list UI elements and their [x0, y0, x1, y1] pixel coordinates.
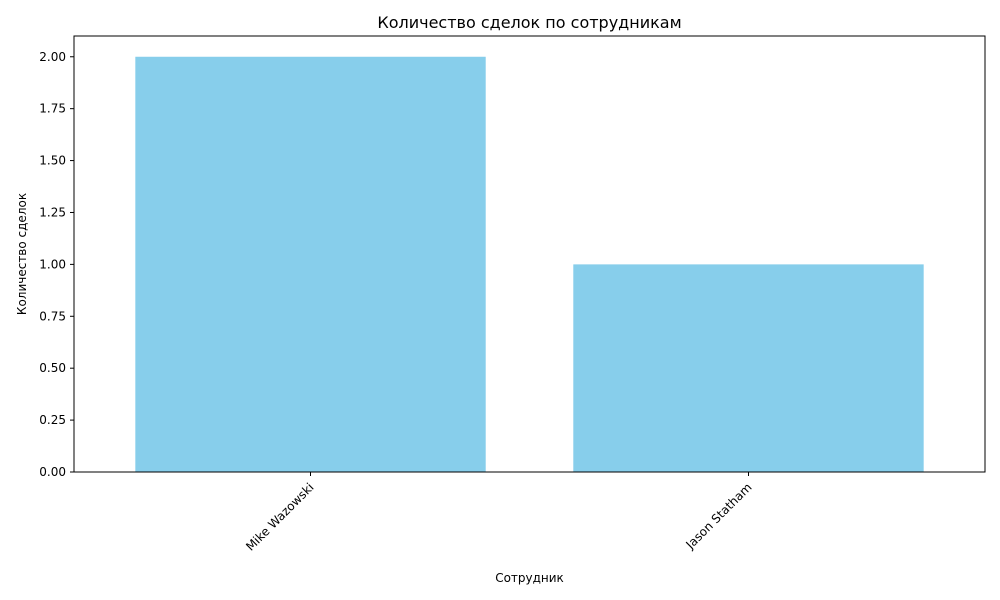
- y-tick-label: 0.75: [39, 309, 66, 323]
- chart-title: Количество сделок по сотрудникам: [377, 13, 681, 32]
- y-tick-label: 1.00: [39, 257, 66, 271]
- x-tick-label: Jason Statham: [683, 480, 755, 552]
- y-tick-label: 0.50: [39, 361, 66, 375]
- y-tick-label: 1.25: [39, 205, 66, 219]
- y-axis-ticks: 0.00 0.25 0.50 0.75 1.00 1.25 1.50 1.75 2.00: [39, 50, 74, 479]
- bar-jason-statham: [573, 264, 924, 472]
- y-tick-label: 0.25: [39, 413, 66, 427]
- bars-group: [135, 56, 924, 473]
- x-tick-label: Mike Wazowski: [243, 480, 316, 553]
- y-tick-label: 2.00: [39, 50, 66, 64]
- y-tick-label: 1.75: [39, 102, 66, 116]
- plot-frame: [73, 35, 986, 473]
- y-tick-label: 1.50: [39, 154, 66, 168]
- x-axis-ticks: Mike Wazowski Jason Statham: [243, 472, 755, 554]
- y-tick-label: 0.00: [39, 465, 66, 479]
- x-axis-label: Сотрудник: [495, 571, 564, 585]
- y-axis-label: Количество сделок: [15, 193, 29, 315]
- bar-mike-wazowski: [135, 56, 486, 473]
